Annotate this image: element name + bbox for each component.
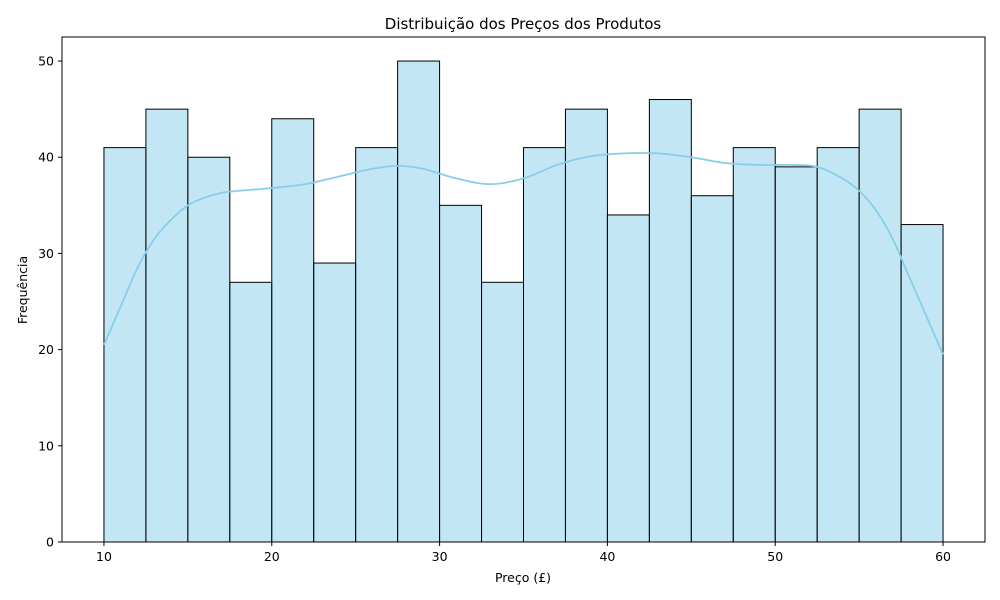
histogram-bar bbox=[397, 60, 441, 543]
y-axis-label: Frequência bbox=[15, 256, 30, 324]
histogram-bar bbox=[732, 147, 776, 543]
x-axis-label: Preço (£) bbox=[495, 570, 551, 585]
histogram-bar bbox=[313, 262, 357, 543]
x-tick-label: 40 bbox=[599, 549, 615, 564]
x-tick-label: 10 bbox=[96, 549, 112, 564]
x-tick-label: 30 bbox=[432, 549, 448, 564]
histogram-bar bbox=[229, 281, 273, 543]
histogram-bar bbox=[858, 108, 902, 543]
histogram-bar bbox=[481, 281, 524, 543]
plot-frame bbox=[61, 36, 986, 543]
histogram-bar bbox=[145, 108, 189, 543]
histogram-bar bbox=[690, 195, 734, 543]
x-tick-label: 60 bbox=[935, 549, 951, 564]
y-tick-label: 0 bbox=[46, 535, 54, 550]
kde-layer bbox=[103, 152, 944, 355]
y-tick-label: 50 bbox=[38, 54, 54, 69]
y-tick-label: 10 bbox=[38, 438, 54, 453]
histogram-bar bbox=[648, 99, 692, 543]
y-tick-label: 20 bbox=[38, 342, 54, 357]
y-tick-label: 30 bbox=[38, 246, 54, 261]
histogram-bar bbox=[900, 224, 944, 543]
histogram-bar bbox=[606, 214, 650, 543]
histogram-bar bbox=[523, 147, 566, 543]
histogram-bar bbox=[816, 147, 860, 543]
x-tick-label: 50 bbox=[767, 549, 783, 564]
y-tick-label: 40 bbox=[38, 150, 54, 165]
histogram-bar bbox=[439, 204, 483, 543]
histogram-bar bbox=[564, 108, 608, 543]
histogram-bar bbox=[187, 156, 231, 543]
x-tick-label: 20 bbox=[264, 549, 280, 564]
histogram-bar bbox=[355, 147, 399, 543]
kde-line bbox=[103, 152, 944, 355]
chart-title: Distribuição dos Preços dos Produtos bbox=[385, 15, 662, 33]
axes-layer: 10 20 30 40 50 60 0 10 20 30 40 50 bbox=[38, 36, 986, 564]
histogram-bar bbox=[271, 118, 315, 543]
bars-layer bbox=[103, 60, 944, 543]
histogram-bar bbox=[774, 166, 818, 543]
histogram-bar bbox=[103, 147, 147, 543]
